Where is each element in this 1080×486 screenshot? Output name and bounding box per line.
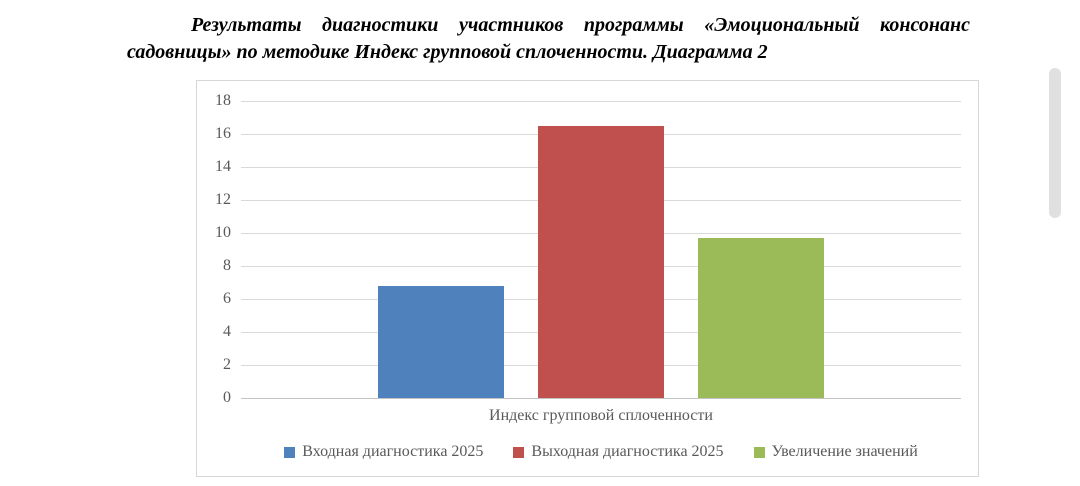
legend-item-2: Выходная диагностика 2025 <box>513 443 724 461</box>
y-axis-tick-label: 10 <box>215 224 231 241</box>
legend-item-3: Увеличение значений <box>753 443 918 461</box>
y-axis-tick-label: 4 <box>223 323 231 340</box>
scrollbar-track[interactable] <box>1048 0 1062 486</box>
legend-label: Увеличение значений <box>771 443 918 460</box>
legend-swatch-icon <box>753 446 765 458</box>
legend-item-1: Входная диагностика 2025 <box>284 443 483 461</box>
plot-area <box>241 101 961 399</box>
title-line-2: садовницы» по методике Индекс групповой … <box>127 41 768 63</box>
gridline <box>241 101 961 102</box>
legend-swatch-icon <box>284 446 296 458</box>
y-axis-tick-label: 2 <box>223 356 231 373</box>
y-axis-tick-label: 14 <box>215 158 231 175</box>
y-axis-tick-label: 6 <box>223 290 231 307</box>
y-axis-tick-label: 8 <box>223 257 231 274</box>
legend-label: Выходная диагностика 2025 <box>531 443 724 460</box>
y-axis-tick-label: 18 <box>215 92 231 109</box>
y-axis-tick-label: 16 <box>215 125 231 142</box>
y-axis-tick-label: 12 <box>215 191 231 208</box>
x-axis-line <box>241 398 961 399</box>
scrollbar-thumb[interactable] <box>1049 68 1061 218</box>
legend-label: Входная диагностика 2025 <box>302 443 484 460</box>
document-title: Результаты диагностики участников програ… <box>127 12 970 66</box>
bar-series-3 <box>698 237 824 398</box>
bar-series-2 <box>538 125 664 398</box>
bar-chart: 0 2 4 6 8 10 12 14 16 18 Индекс групповой сплочен… <box>196 80 979 477</box>
y-axis-tick-label: 0 <box>223 389 231 406</box>
bar-series-1 <box>378 285 504 398</box>
chart-legend: Входная диагностика 2025 Выходная диагнос… <box>241 443 961 461</box>
x-axis-category-label: Индекс групповой сплоченности <box>489 407 713 424</box>
title-line-1: Результаты диагностики участников програ… <box>191 14 970 36</box>
legend-swatch-icon <box>513 446 525 458</box>
